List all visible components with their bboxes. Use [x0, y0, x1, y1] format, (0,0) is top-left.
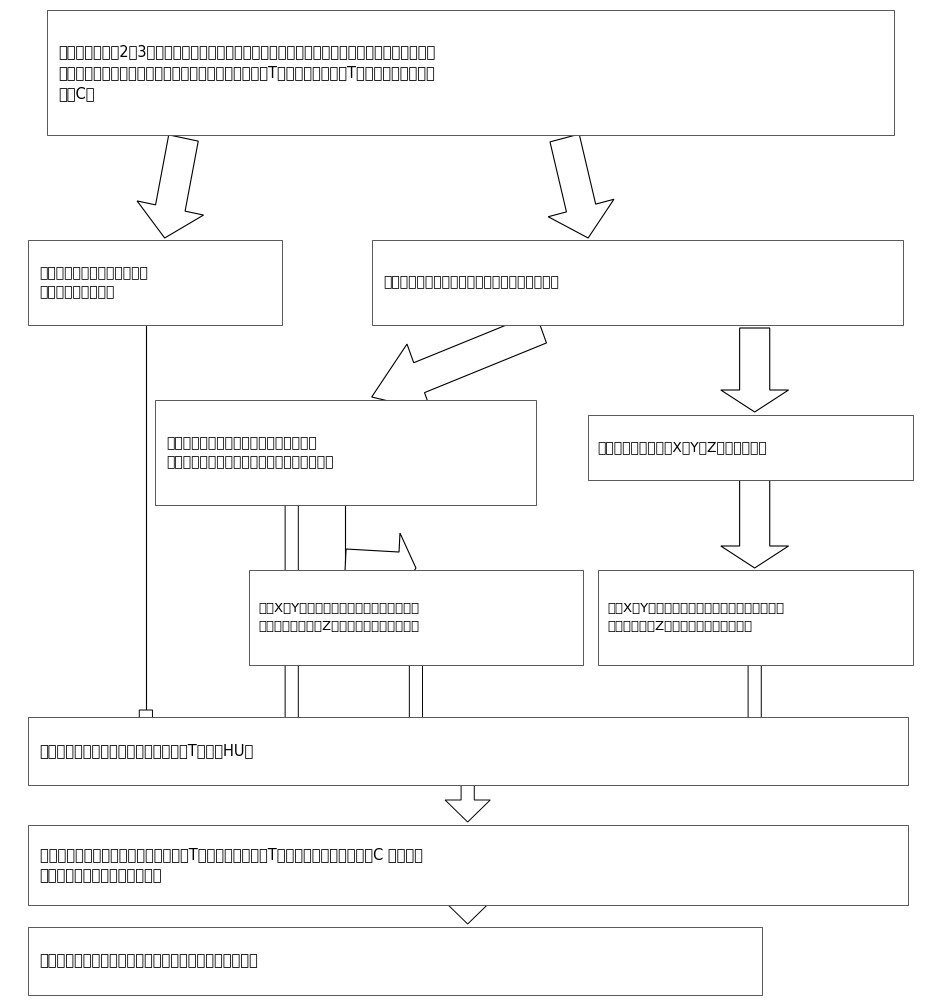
FancyBboxPatch shape [249, 570, 583, 665]
Text: 交换组合的影响因素按照不同的方向规律变化：: 交换组合的影响因素按照不同的方向规律变化： [383, 275, 559, 290]
FancyBboxPatch shape [47, 10, 894, 135]
Text: 选择X、Y两种影响因素按照反向规律线性变化，
选择影响因素Z按照正向规律线性变化；: 选择X、Y两种影响因素按照反向规律线性变化， 选择影响因素Z按照正向规律线性变化… [607, 602, 784, 633]
Polygon shape [372, 313, 547, 411]
Text: 根据记录的数据绘制测试仪表响应时间T１、示值稳定时间T２、油品挥发性气体浓度C 分别与多
种影响因素变化的关系曲面图；: 根据记录的数据绘制测试仪表响应时间T１、示值稳定时间T２、油品挥发性气体浓度C … [40, 847, 423, 883]
Text: 选择影响因素中2－3种大权重影响因素，列出不同影响因素的交换组合，在多个影响因素同时变
化的情况下测量记录以下待测参数：测试仪表响应时间T１、示值稳定时间T２、: 选择影响因素中2－3种大权重影响因素，列出不同影响因素的交换组合，在多个影响因素… [58, 44, 436, 101]
Text: 当选择三种影响因素X、Y、Z的交换组合时: 当选择三种影响因素X、Y、Z的交换组合时 [598, 440, 767, 454]
Polygon shape [721, 480, 789, 568]
FancyBboxPatch shape [28, 825, 908, 905]
Text: 读取温湿度计显示的数值并记录：温度T、湿度HU；: 读取温湿度计显示的数值并记录：温度T、湿度HU； [40, 744, 254, 758]
Polygon shape [344, 533, 416, 601]
FancyBboxPatch shape [28, 717, 908, 785]
Text: 根据曲面图进行分析，为仪器的改进设计提供参考依据。: 根据曲面图进行分析，为仪器的改进设计提供参考依据。 [40, 954, 258, 968]
FancyBboxPatch shape [155, 400, 536, 505]
FancyBboxPatch shape [588, 415, 913, 480]
FancyBboxPatch shape [598, 570, 913, 665]
Polygon shape [445, 902, 490, 924]
FancyBboxPatch shape [28, 927, 762, 995]
Polygon shape [549, 134, 614, 238]
Polygon shape [445, 785, 490, 822]
Text: 当选择两种影响因素的交换组合时，两种
影响因素分别按照正向和反向规律线性变化；: 当选择两种影响因素的交换组合时，两种 影响因素分别按照正向和反向规律线性变化； [167, 436, 334, 469]
Polygon shape [137, 135, 203, 238]
Text: 交换组合的影响因素均按照同
方向规律线性变化；: 交换组合的影响因素均按照同 方向规律线性变化； [40, 266, 149, 299]
Polygon shape [271, 505, 312, 785]
FancyBboxPatch shape [372, 240, 903, 325]
Text: 选择X、Y两种影响因素按照正向规律线性变
化，选择影响因素Z按照反向规律线性变化；: 选择X、Y两种影响因素按照正向规律线性变 化，选择影响因素Z按照反向规律线性变化… [259, 602, 420, 633]
Polygon shape [734, 665, 775, 785]
Polygon shape [125, 710, 167, 785]
Polygon shape [721, 328, 789, 412]
Polygon shape [395, 665, 437, 785]
FancyBboxPatch shape [28, 240, 282, 325]
